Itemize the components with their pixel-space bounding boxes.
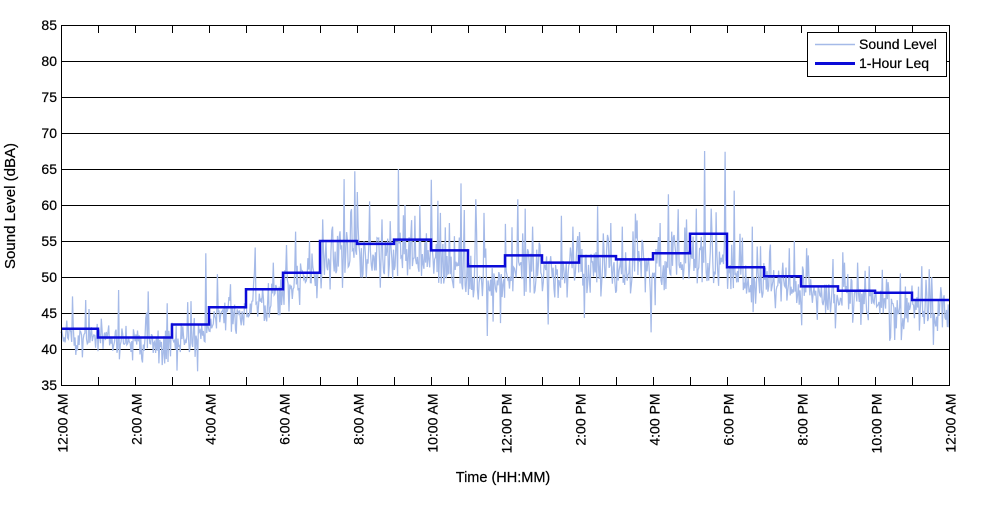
svg-text:6:00 AM: 6:00 AM — [277, 394, 293, 445]
svg-text:12:00 PM: 12:00 PM — [499, 394, 515, 454]
svg-text:2:00 PM: 2:00 PM — [573, 394, 589, 446]
svg-text:10:00 PM: 10:00 PM — [869, 394, 885, 454]
svg-text:35: 35 — [41, 377, 57, 393]
svg-text:8:00 AM: 8:00 AM — [351, 394, 367, 445]
svg-text:55: 55 — [41, 233, 57, 249]
svg-text:80: 80 — [41, 53, 57, 69]
svg-text:4:00 AM: 4:00 AM — [203, 394, 219, 445]
svg-text:Time (HH:MM): Time (HH:MM) — [456, 470, 551, 486]
svg-text:45: 45 — [41, 305, 57, 321]
svg-text:12:00 AM: 12:00 AM — [943, 394, 959, 453]
svg-text:10:00 AM: 10:00 AM — [425, 394, 441, 453]
svg-text:75: 75 — [41, 89, 57, 105]
svg-text:4:00 PM: 4:00 PM — [647, 394, 663, 446]
svg-text:60: 60 — [41, 197, 57, 213]
svg-text:Sound Level (dBA): Sound Level (dBA) — [2, 143, 19, 269]
svg-text:8:00 PM: 8:00 PM — [795, 394, 811, 446]
svg-text:6:00 PM: 6:00 PM — [721, 394, 737, 446]
svg-text:1-Hour Leq: 1-Hour Leq — [859, 55, 929, 71]
svg-text:12:00 AM: 12:00 AM — [55, 394, 71, 453]
svg-text:40: 40 — [41, 341, 57, 357]
svg-text:50: 50 — [41, 269, 57, 285]
svg-text:85: 85 — [41, 17, 57, 33]
svg-text:2:00 AM: 2:00 AM — [129, 394, 145, 445]
svg-text:70: 70 — [41, 125, 57, 141]
svg-text:65: 65 — [41, 161, 57, 177]
svg-text:Sound Level: Sound Level — [859, 36, 937, 52]
